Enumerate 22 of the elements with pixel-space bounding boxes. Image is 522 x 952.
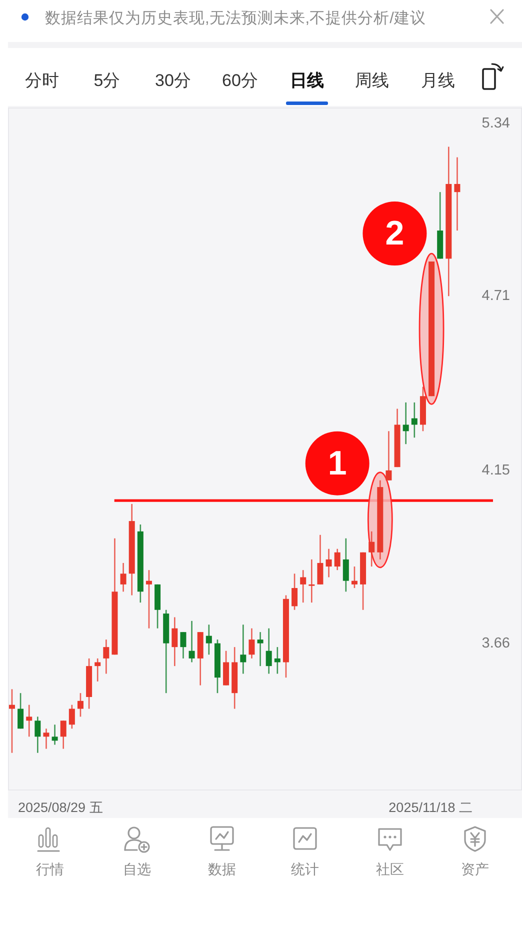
y-tick-label: 3.66 — [482, 635, 510, 652]
y-tick-label: 4.71 — [482, 288, 510, 304]
tab-control: 30分 — [155, 71, 191, 90]
nav-control: 数据 — [208, 861, 236, 877]
tab-control: 分时 — [25, 71, 59, 90]
badge-label: 2 — [385, 214, 404, 253]
date-start-label: 2025/08/29 五 — [18, 800, 104, 815]
y-tick-label: 4.15 — [482, 462, 510, 478]
tab-control: 60分 — [222, 71, 258, 90]
badge-label: 1 — [328, 444, 347, 482]
tab-control: 日线 — [290, 71, 324, 90]
nav-control: 自选 — [123, 861, 151, 877]
nav-control: 社区 — [376, 861, 404, 877]
tab-control: 5分 — [94, 71, 120, 90]
nav-control: 统计 — [291, 861, 319, 877]
date-end-label: 2025/11/18 二 — [388, 800, 473, 815]
nav-control: 资产 — [461, 861, 489, 877]
y-tick-label: 5.34 — [482, 115, 510, 132]
notice-text: 数据结果仅为历史表现,无法预测未来,不提供分析/建议 — [45, 10, 426, 27]
tab-control: 周线 — [355, 71, 389, 90]
tab-control: 月线 — [421, 71, 455, 90]
nav-control: 行情 — [36, 861, 64, 877]
